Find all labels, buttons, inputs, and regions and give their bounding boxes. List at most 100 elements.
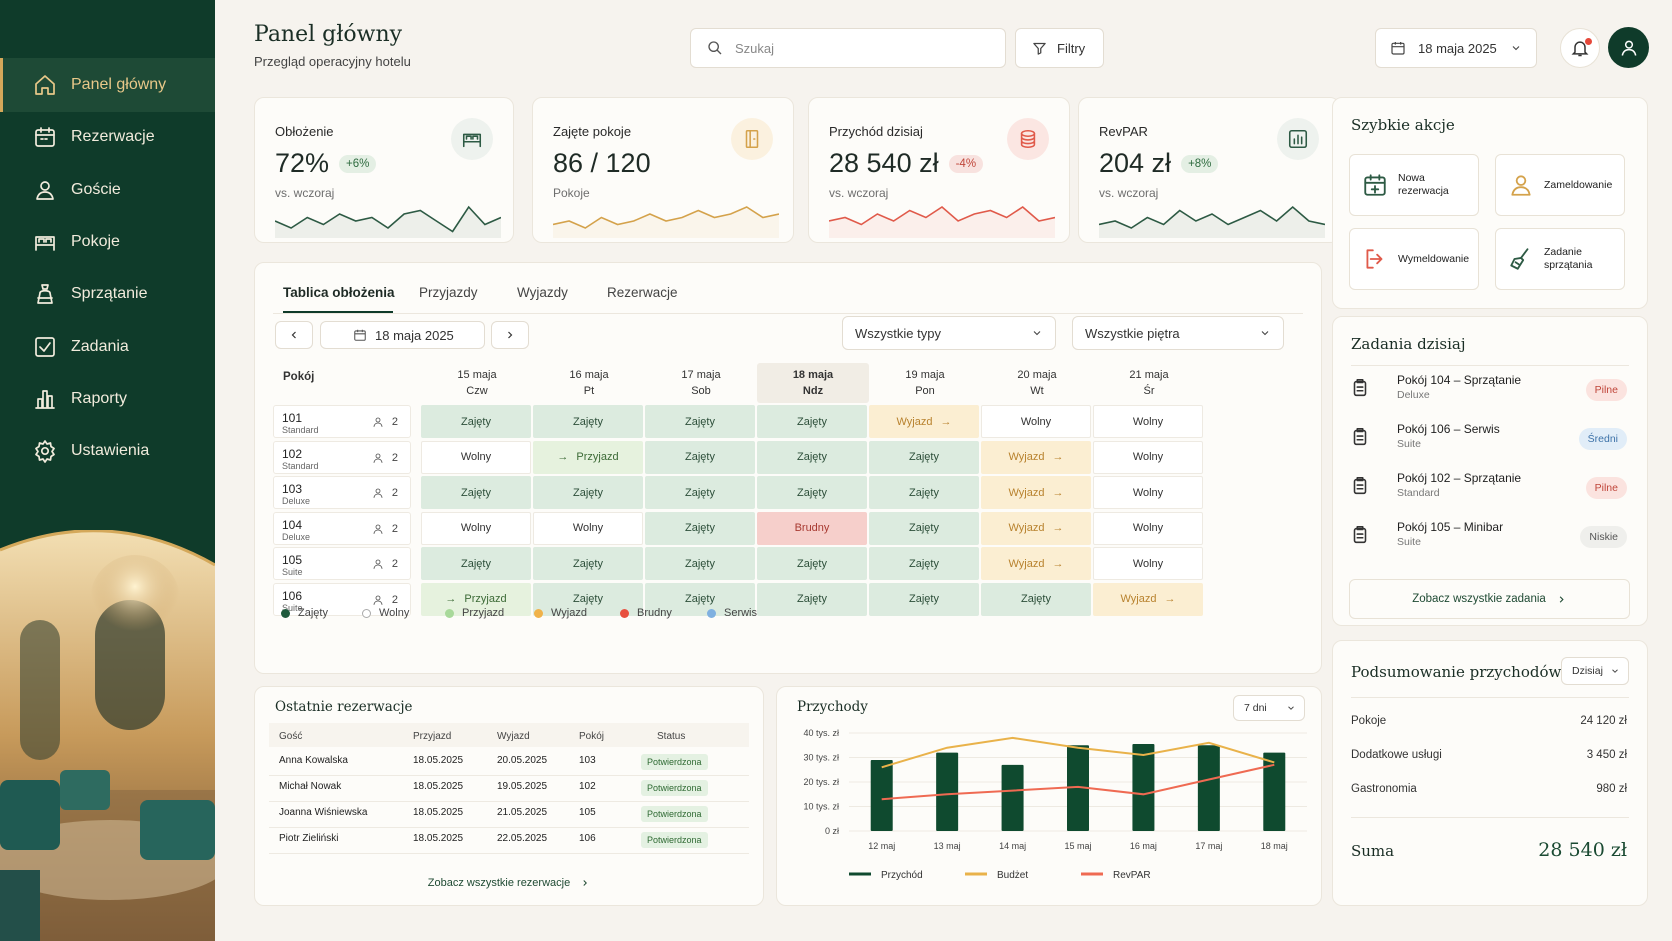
room-label[interactable]: 101 Standard 2 <box>273 405 411 438</box>
bar-chart-icon <box>35 389 55 409</box>
task-item[interactable]: Pokój 104 – Sprzątanie Deluxe <box>1349 369 1629 415</box>
kpi-sparkline <box>1099 205 1325 238</box>
occupancy-cell[interactable]: Zajęty <box>533 547 643 580</box>
occupancy-status: Wolny <box>1132 451 1164 463</box>
occupancy-cell[interactable]: Zajęty <box>533 476 643 509</box>
occupancy-cell[interactable]: → Przyjazd <box>533 440 643 474</box>
occupancy-cell[interactable]: Wolny <box>1093 405 1203 438</box>
occupancy-cell[interactable]: Wyjazd → <box>869 405 979 438</box>
occupancy-cell[interactable]: Zajęty <box>757 476 867 509</box>
occupancy-cell[interactable]: Zajęty <box>869 511 979 545</box>
filters-button[interactable]: Filtry <box>1015 28 1104 68</box>
room-label[interactable]: 102 Standard 2 <box>273 440 411 474</box>
room-label[interactable]: 104 Deluxe 2 <box>273 511 411 545</box>
tab-1[interactable]: Przyjazdy <box>419 285 478 300</box>
sidebar-item-2[interactable]: Goście <box>0 163 215 217</box>
occupancy-cell[interactable]: Zajęty <box>645 582 755 616</box>
occupancy-cell[interactable]: Wolny <box>1093 547 1203 580</box>
date-label: 18 maja 2025 <box>1418 40 1497 56</box>
door-icon <box>745 129 759 149</box>
occupancy-cell[interactable]: Wyjazd → <box>981 511 1091 545</box>
next-date-button[interactable] <box>491 321 529 349</box>
sidebar-item-3[interactable]: Pokoje <box>0 215 215 269</box>
occupancy-cell[interactable]: Zajęty <box>421 476 531 509</box>
floor-select[interactable]: Wszystkie piętra <box>1072 316 1284 350</box>
tab-2[interactable]: Wyjazdy <box>517 285 568 300</box>
search-input[interactable]: Szukaj <box>690 28 1006 68</box>
task-item[interactable]: Pokój 106 – Serwis Suite <box>1349 418 1629 464</box>
occupancy-cell[interactable]: Wolny <box>421 511 531 545</box>
occupancy-cell[interactable]: Wolny <box>421 440 531 474</box>
occupancy-cell[interactable]: → Przyjazd <box>421 582 531 616</box>
room-label[interactable]: 106 Suite 2 <box>273 582 411 616</box>
occupancy-cell[interactable]: Brudny <box>757 511 867 545</box>
calendar-icon <box>1391 42 1405 55</box>
notifications-button[interactable] <box>1560 28 1600 68</box>
occupancy-cell[interactable]: Wolny <box>1093 440 1203 474</box>
occupancy-cell[interactable]: Zajęty <box>757 582 867 616</box>
quick-action-button[interactable]: Zadanie sprzątania <box>1495 228 1625 290</box>
task-item[interactable]: Pokój 102 – Sprzątanie Standard <box>1349 467 1629 513</box>
room-type-select[interactable]: Wszystkie typy <box>842 316 1056 350</box>
tab-3[interactable]: Rezerwacje <box>607 285 678 300</box>
chevron-down-icon <box>1261 331 1269 336</box>
board-date[interactable]: 18 maja 2025 <box>320 321 485 349</box>
occupancy-cell[interactable]: Zajęty <box>869 582 979 616</box>
occupancy-cell[interactable]: Zajęty <box>645 440 755 474</box>
quick-action-button[interactable]: Nowa rezerwacja <box>1349 154 1479 216</box>
occupancy-cell[interactable]: Zajęty <box>533 405 643 438</box>
occupancy-cell[interactable]: Wyjazd → <box>981 476 1091 509</box>
occupancy-cell[interactable]: Wolny <box>533 511 643 545</box>
occupancy-cell[interactable]: Wolny <box>1093 511 1203 545</box>
occupancy-cell[interactable]: Zajęty <box>645 476 755 509</box>
occupancy-status: Wolny <box>572 522 604 534</box>
occupancy-cell[interactable]: Wolny <box>981 405 1091 438</box>
see-all-tasks-link[interactable]: Zobacz wszystkie zadania <box>1349 579 1630 619</box>
sidebar-item-label: Sprzątanie <box>71 285 148 303</box>
occupancy-cell[interactable]: Zajęty <box>869 547 979 580</box>
legend-label: Brudny <box>637 607 672 619</box>
hotel-lobby-image <box>0 530 215 941</box>
task-item[interactable]: Pokój 105 – Minibar Suite <box>1349 516 1629 562</box>
sidebar-item-4[interactable]: Sprzątanie <box>0 267 215 321</box>
x-tick-label: 17 maj <box>1195 841 1222 851</box>
sidebar-item-7[interactable]: Ustawienia <box>0 424 215 478</box>
occupancy-cell[interactable]: Wyjazd → <box>981 440 1091 474</box>
tab-0[interactable]: Tablica obłożenia <box>283 285 395 300</box>
chart-period-select[interactable]: 7 dni <box>1233 695 1305 721</box>
occupancy-cell[interactable]: Zajęty <box>421 547 531 580</box>
summary-value: 3 450 zł <box>1586 749 1627 761</box>
occupancy-cell[interactable]: Zajęty <box>421 405 531 438</box>
occupancy-cell[interactable]: Zajęty <box>645 511 755 545</box>
summary-period-select[interactable]: Dzisiaj <box>1561 657 1629 685</box>
prev-date-button[interactable] <box>275 321 313 349</box>
occupancy-cell[interactable]: Zajęty <box>757 547 867 580</box>
occupancy-cell[interactable]: Zajęty <box>757 405 867 438</box>
bed-icon <box>35 236 55 251</box>
occupancy-cell[interactable]: Zajęty <box>869 476 979 509</box>
occupancy-cell[interactable]: Zajęty <box>869 440 979 474</box>
sparkline-area <box>275 207 501 238</box>
date-picker[interactable]: 18 maja 2025 <box>1375 28 1537 68</box>
sidebar-item-6[interactable]: Raporty <box>0 372 215 426</box>
occupancy-cell[interactable]: Wolny <box>1093 476 1203 509</box>
quick-action-button[interactable]: Zameldowanie <box>1495 154 1625 216</box>
occupancy-cell[interactable]: Zajęty <box>645 547 755 580</box>
legend-item: Brudny <box>620 607 672 619</box>
occupancy-cell[interactable]: Zajęty <box>757 440 867 474</box>
avatar[interactable] <box>1608 27 1649 68</box>
occupancy-cell[interactable]: Zajęty <box>645 405 755 438</box>
occupancy-cell[interactable]: Wyjazd → <box>1093 582 1203 616</box>
occupancy-cell[interactable]: Zajęty <box>981 582 1091 616</box>
sidebar-item-0[interactable]: Panel główny <box>0 58 215 112</box>
table-row-divider <box>269 827 749 828</box>
occupancy-cell[interactable]: Wyjazd → <box>981 547 1091 580</box>
room-label[interactable]: 105 Suite 2 <box>273 547 411 580</box>
table-cell: 106 <box>579 833 596 844</box>
room-label[interactable]: 103 Deluxe 2 <box>273 476 411 509</box>
sidebar-item-5[interactable]: Zadania <box>0 320 215 374</box>
sidebar-item-1[interactable]: Rezerwacje <box>0 110 215 164</box>
quick-action-button[interactable]: Wymeldowanie <box>1349 228 1479 290</box>
kpi-subtext: vs. wczoraj <box>829 186 889 200</box>
see-all-reservations-link[interactable]: Zobacz wszystkie rezerwacje <box>255 877 763 889</box>
